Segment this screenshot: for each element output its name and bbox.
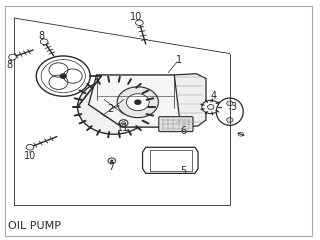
Text: 3: 3 bbox=[230, 102, 236, 112]
Circle shape bbox=[227, 118, 233, 122]
Polygon shape bbox=[174, 74, 206, 127]
Circle shape bbox=[110, 104, 118, 110]
Text: 8: 8 bbox=[38, 31, 44, 41]
Circle shape bbox=[108, 158, 116, 164]
Circle shape bbox=[110, 160, 113, 162]
Text: 1: 1 bbox=[176, 54, 182, 65]
Circle shape bbox=[202, 100, 220, 114]
Circle shape bbox=[238, 132, 244, 136]
Polygon shape bbox=[89, 75, 182, 127]
Text: 5: 5 bbox=[181, 166, 187, 176]
Text: 2: 2 bbox=[108, 104, 114, 114]
Circle shape bbox=[77, 80, 150, 134]
Text: 10: 10 bbox=[130, 12, 142, 22]
Ellipse shape bbox=[216, 98, 243, 125]
Circle shape bbox=[117, 87, 158, 118]
Circle shape bbox=[126, 94, 149, 111]
Text: 8: 8 bbox=[6, 60, 12, 70]
Circle shape bbox=[40, 39, 48, 45]
Circle shape bbox=[60, 74, 66, 78]
Text: 4: 4 bbox=[211, 91, 217, 101]
Circle shape bbox=[227, 101, 233, 106]
Circle shape bbox=[9, 54, 16, 60]
Circle shape bbox=[122, 122, 125, 125]
Circle shape bbox=[119, 120, 128, 126]
Text: 10: 10 bbox=[24, 150, 36, 161]
Polygon shape bbox=[142, 147, 198, 173]
Text: 11: 11 bbox=[117, 123, 130, 133]
Circle shape bbox=[136, 20, 143, 26]
Circle shape bbox=[134, 99, 141, 105]
Text: 6: 6 bbox=[181, 126, 187, 136]
Circle shape bbox=[99, 96, 129, 118]
Text: OIL PUMP: OIL PUMP bbox=[8, 221, 61, 231]
Text: 7: 7 bbox=[108, 162, 114, 173]
Circle shape bbox=[208, 105, 214, 109]
Circle shape bbox=[26, 144, 34, 150]
FancyBboxPatch shape bbox=[159, 117, 193, 132]
